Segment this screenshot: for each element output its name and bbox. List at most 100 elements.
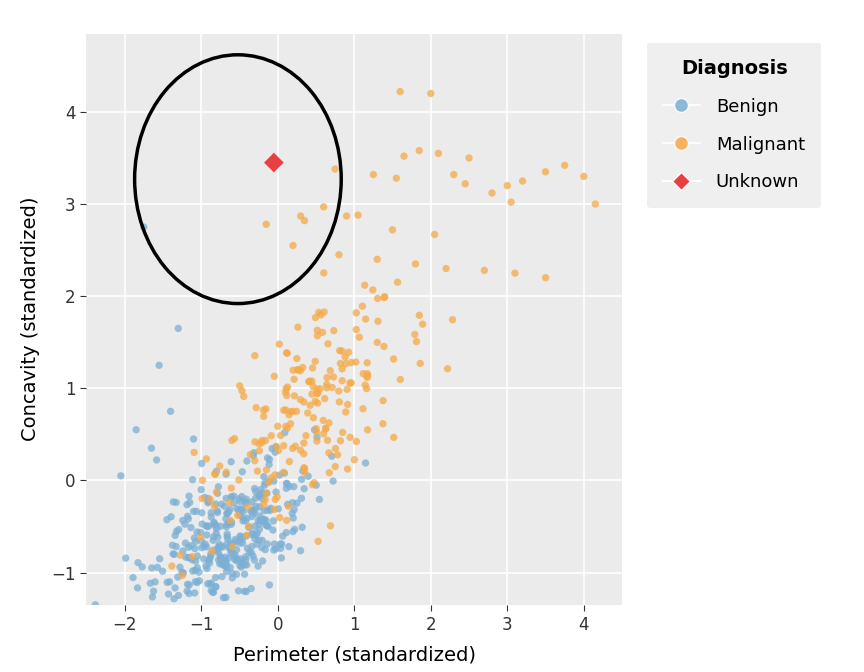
Point [232, 505, 245, 515]
Point [201, 497, 215, 508]
Point [191, 550, 205, 561]
Point [210, 505, 224, 516]
Point [181, 513, 195, 524]
Point [286, 443, 300, 454]
Point [188, 536, 202, 547]
Point [291, 364, 305, 375]
Point [308, 477, 321, 488]
Point [197, 541, 211, 552]
Point [181, 579, 194, 589]
Point [206, 535, 220, 546]
Point [508, 267, 522, 278]
Point [306, 363, 320, 374]
Point [88, 599, 102, 610]
Point [162, 577, 176, 587]
Point [310, 384, 324, 394]
Point [301, 407, 314, 418]
Point [203, 494, 217, 505]
Point [270, 487, 283, 497]
Point [182, 491, 196, 501]
Point [213, 539, 226, 550]
Point [242, 522, 256, 533]
Point [259, 219, 273, 230]
Point [325, 382, 339, 393]
Point [276, 405, 290, 415]
Point [201, 496, 215, 507]
Point [247, 448, 261, 458]
Point [213, 558, 226, 569]
Point [267, 545, 281, 556]
Point [184, 522, 198, 533]
Point [230, 569, 244, 580]
Point [385, 224, 399, 235]
Point [215, 558, 229, 569]
Point [166, 645, 180, 656]
Point [194, 536, 208, 546]
Point [360, 368, 374, 379]
Point [366, 284, 380, 295]
Point [241, 501, 255, 512]
Point [238, 497, 252, 507]
Point [212, 554, 226, 565]
Point [245, 505, 258, 516]
Point [247, 554, 261, 565]
Point [225, 456, 238, 467]
Point [234, 532, 248, 542]
Point [251, 560, 265, 571]
Point [237, 506, 251, 517]
Point [248, 483, 262, 494]
Point [297, 483, 311, 494]
Point [424, 88, 438, 99]
Point [186, 551, 200, 562]
Point [240, 543, 254, 554]
Point [344, 358, 358, 368]
Point [288, 390, 302, 401]
Point [342, 347, 356, 358]
Point [234, 504, 248, 515]
Point [305, 376, 319, 386]
Point [186, 474, 200, 485]
Point [376, 395, 390, 406]
Point [322, 467, 336, 478]
Point [335, 376, 349, 386]
Point [149, 577, 162, 587]
Point [195, 475, 209, 486]
Point [431, 148, 445, 159]
Point [323, 520, 337, 531]
Point [264, 505, 277, 515]
Point [226, 538, 239, 549]
Point [353, 332, 366, 343]
Point [166, 548, 180, 559]
Point [387, 353, 401, 364]
Point [260, 488, 274, 499]
Point [262, 459, 276, 470]
Point [232, 538, 246, 548]
Point [226, 498, 240, 509]
Point [211, 532, 225, 542]
Point [390, 173, 403, 183]
Point [269, 447, 283, 458]
Point [270, 442, 283, 452]
Point [198, 492, 212, 503]
Point [331, 450, 345, 460]
Point [195, 493, 209, 504]
Point [371, 254, 384, 265]
Point [251, 515, 265, 526]
Point [215, 571, 229, 582]
Point [189, 506, 203, 517]
Point [256, 556, 270, 566]
Point [208, 519, 222, 530]
Point [173, 562, 187, 573]
Point [294, 445, 308, 456]
Point [240, 456, 254, 466]
Point [312, 307, 326, 318]
Point [262, 477, 276, 488]
Point [286, 497, 300, 508]
Point [252, 490, 266, 501]
Point [239, 554, 253, 564]
Point [235, 466, 249, 477]
Point [317, 429, 331, 439]
Point [180, 499, 194, 510]
Point [190, 527, 204, 538]
Point [168, 583, 182, 593]
